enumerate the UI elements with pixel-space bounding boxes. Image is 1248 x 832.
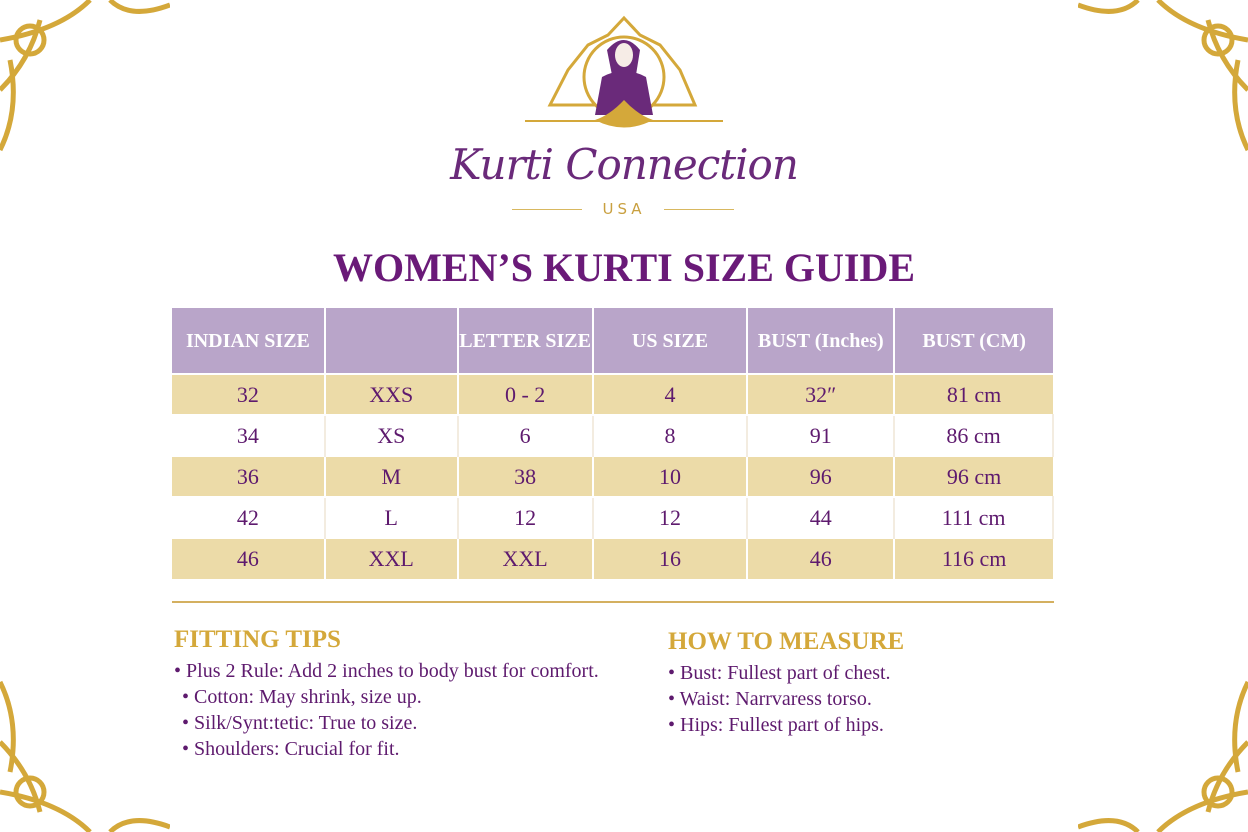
table-cell: 6 <box>457 414 594 456</box>
divider <box>512 209 582 210</box>
table-cell: 38 <box>457 455 594 497</box>
list-item: Shoulders: Crucial for fit. <box>174 736 599 762</box>
table-cell: 91 <box>747 414 896 456</box>
table-cell: 46 <box>747 537 896 579</box>
table-cell: 86 cm <box>894 414 1054 456</box>
table-cell: M <box>324 455 459 497</box>
list-item: Cotton: May shrink, size up. <box>174 684 599 710</box>
brand-sub: USA <box>602 200 646 218</box>
table-cell: 36 <box>172 455 326 497</box>
table-cell: 12 <box>592 496 749 538</box>
list-item: Bust: Fullest part of chest. <box>668 660 904 686</box>
table-cell: 116 cm <box>894 537 1053 579</box>
table-cell: 8 <box>592 414 749 456</box>
column-header: BUST (Inches) <box>747 308 896 374</box>
table-cell: 34 <box>172 414 326 456</box>
table-cell: 12 <box>457 496 594 538</box>
table-cell: 10 <box>592 455 749 497</box>
table-row: 36 M 38 10 96 96 cm <box>172 455 1053 497</box>
list-item: Hips: Fullest part of hips. <box>668 712 904 738</box>
floral-corner-bottom-left <box>0 642 171 832</box>
table-cell: XS <box>324 414 459 456</box>
column-header: BUST (CM) <box>894 308 1053 374</box>
table-row: 42 L 12 12 44 111 cm <box>172 496 1054 538</box>
table-row: 32 XXS 0 - 2 4 32″ 81 cm <box>172 373 1053 415</box>
divider <box>172 601 1054 603</box>
table-cell: 32″ <box>747 373 896 415</box>
table-cell: XXS <box>324 373 459 415</box>
floral-corner-top-right <box>1077 0 1248 190</box>
size-table: INDIAN SIZE LETTER SIZE US SIZE BUST (Inche… <box>172 308 1054 579</box>
list-item: Plus 2 Rule: Add 2 inches to body bust f… <box>174 658 599 684</box>
fitting-tips: FITTING TIPS Plus 2 Rule: Add 2 inches t… <box>174 626 599 762</box>
table-cell: 32 <box>172 373 326 415</box>
column-header: INDIAN SIZE <box>172 308 326 374</box>
table-cell: 44 <box>747 496 896 538</box>
table-cell: 96 <box>747 455 896 497</box>
table-row: 34 XS 6 8 91 86 cm <box>172 414 1054 456</box>
how-to-measure-title: HOW TO MEASURE <box>668 628 905 655</box>
table-cell: 46 <box>172 537 326 579</box>
table-cell: 4 <box>592 373 749 415</box>
table-cell: XXL <box>457 537 594 579</box>
table-cell: 111 cm <box>894 496 1054 538</box>
divider <box>664 209 734 210</box>
column-header: US SIZE <box>592 308 749 374</box>
column-header: LETTER SIZE <box>457 308 594 374</box>
column-header <box>324 308 459 374</box>
list-item: Waist: Narrvaress torso. <box>668 686 904 712</box>
list-item: Silk/Synt:tetic: True to size. <box>174 710 599 736</box>
table-cell: 42 <box>172 496 326 538</box>
logo-emblem <box>510 15 738 140</box>
table-cell: 0 - 2 <box>457 373 594 415</box>
table-row: 46 XXL XXL 16 46 116 cm <box>172 537 1053 579</box>
brand-name: Kurti Connection <box>450 140 799 189</box>
floral-corner-top-left <box>0 0 171 190</box>
table-cell: XXL <box>324 537 459 579</box>
table-cell: L <box>324 496 459 538</box>
table-cell: 16 <box>592 537 749 579</box>
table-cell: 96 cm <box>894 455 1053 497</box>
table-cell: 81 cm <box>894 373 1053 415</box>
fitting-tips-title: FITTING TIPS <box>174 626 341 653</box>
how-to-measure: HOW TO MEASURE Bust: Fullest part of che… <box>668 628 904 738</box>
page-title: WOMEN’S KURTI SIZE GUIDE <box>332 245 916 290</box>
floral-corner-bottom-right <box>1077 642 1248 832</box>
